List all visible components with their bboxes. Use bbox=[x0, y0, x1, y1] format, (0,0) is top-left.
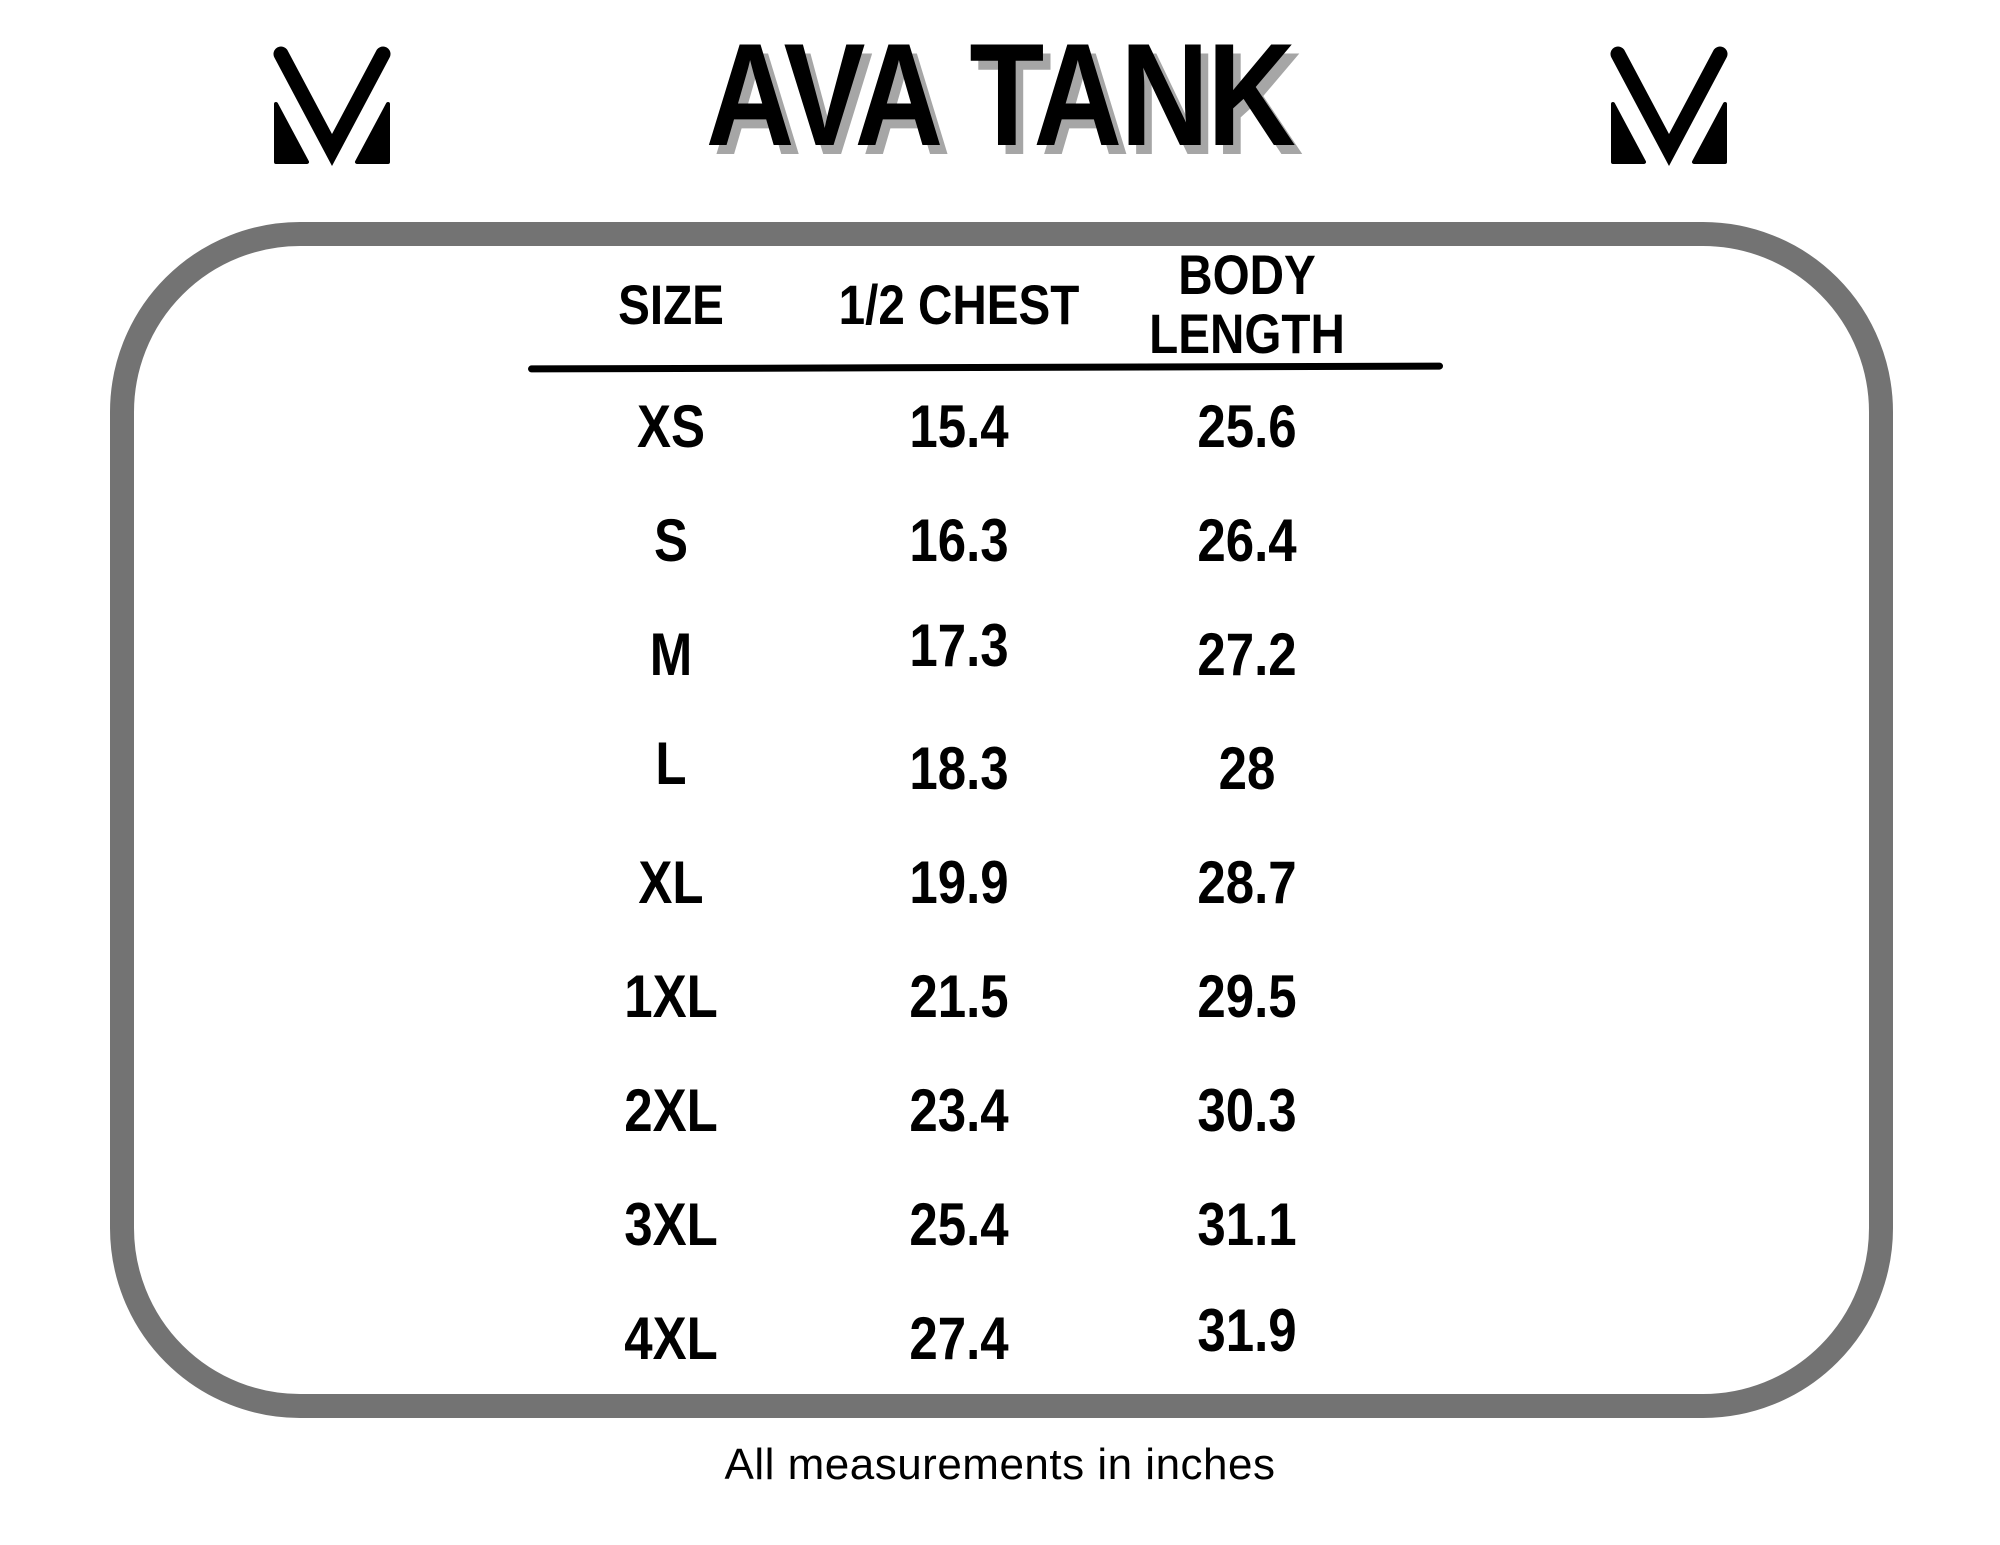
size-table-body: XS 15.4 25.6 S 16.3 26.4 M 17.3 27.2 L 1… bbox=[527, 370, 1391, 1396]
size-cell: M bbox=[649, 621, 693, 688]
column-header-body-length: BODY LENGTH bbox=[1149, 243, 1345, 365]
body-length-cell: 27.2 bbox=[1197, 621, 1297, 688]
size-cell: 1XL bbox=[624, 963, 718, 1030]
half-chest-cell: 19.9 bbox=[909, 849, 1009, 916]
half-chest-cell: 23.4 bbox=[909, 1077, 1009, 1144]
body-length-cell: 31.1 bbox=[1197, 1191, 1297, 1258]
body-length-cell: 30.3 bbox=[1197, 1077, 1297, 1144]
size-cell: 4XL bbox=[624, 1305, 718, 1372]
half-chest-cell: 25.4 bbox=[909, 1191, 1009, 1258]
size-cell: S bbox=[653, 507, 689, 574]
size-cell: XL bbox=[638, 849, 704, 916]
body-length-cell: 31.9 bbox=[1197, 1297, 1297, 1364]
mv-monogram-icon bbox=[273, 46, 391, 166]
brand-logo-right bbox=[1603, 44, 1735, 168]
size-chart-frame bbox=[110, 222, 1893, 1418]
body-length-cell: 29.5 bbox=[1197, 963, 1297, 1030]
brand-logo-left bbox=[266, 44, 398, 168]
size-cell: XS bbox=[636, 393, 706, 460]
column-header-size: SIZE bbox=[618, 272, 724, 336]
body-length-cell: 28.7 bbox=[1197, 849, 1297, 916]
size-cell: 3XL bbox=[624, 1191, 718, 1258]
page-title: AVA TANK bbox=[705, 13, 1296, 176]
body-length-cell: 26.4 bbox=[1197, 507, 1297, 574]
body-length-cell: 25.6 bbox=[1197, 393, 1297, 460]
half-chest-cell: 16.3 bbox=[909, 507, 1009, 574]
half-chest-cell: 17.3 bbox=[909, 612, 1009, 679]
measurements-note: All measurements in inches bbox=[724, 1440, 1276, 1489]
half-chest-cell: 21.5 bbox=[909, 963, 1009, 1030]
size-table-header: SIZE 1/2 CHEST BODY LENGTH bbox=[527, 243, 1391, 365]
body-length-cell: 28 bbox=[1218, 735, 1276, 802]
mv-monogram-icon bbox=[1610, 46, 1728, 166]
half-chest-cell: 15.4 bbox=[909, 393, 1009, 460]
size-cell: L bbox=[655, 730, 687, 797]
half-chest-cell: 18.3 bbox=[909, 735, 1009, 802]
half-chest-cell: 27.4 bbox=[909, 1305, 1009, 1372]
size-cell: 2XL bbox=[624, 1077, 718, 1144]
column-header-half-chest: 1/2 CHEST bbox=[838, 272, 1080, 336]
